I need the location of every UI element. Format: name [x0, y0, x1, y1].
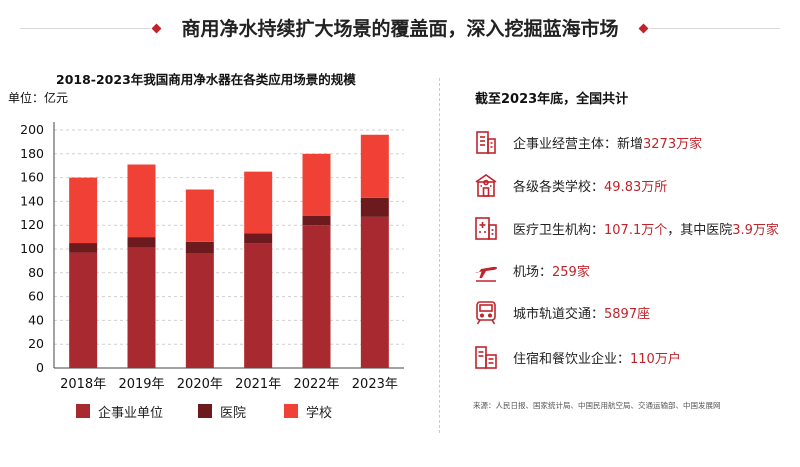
- legend-swatch-school: [284, 404, 298, 418]
- bar-segment: [185, 189, 214, 242]
- x-tick-label: 2022年: [293, 377, 339, 392]
- bar-segment: [302, 215, 331, 226]
- stat-value: 110万户: [630, 351, 681, 367]
- bar-segment: [127, 164, 156, 238]
- x-tick-label: 2020年: [177, 377, 223, 392]
- stat-enterprise: 企事业经营主体：新增 3273万家: [473, 127, 702, 157]
- y-tick-label: 0: [36, 360, 44, 375]
- stat-label-secondary: ，其中医院: [667, 222, 733, 238]
- legend-item-hospital: 医院: [198, 402, 247, 421]
- y-tick-label: 40: [28, 312, 44, 327]
- bar-segment: [69, 177, 98, 244]
- train-icon: [473, 299, 499, 325]
- y-tick-label: 20: [28, 336, 44, 351]
- building-icon: [473, 129, 499, 155]
- y-tick-label: 80: [28, 265, 44, 280]
- header-divider-right: [650, 28, 780, 29]
- bar-segment: [360, 134, 389, 198]
- bar-segment: [302, 225, 331, 368]
- x-tick-label: 2023年: [352, 377, 398, 392]
- legend-item-enterprise: 企事业单位: [76, 402, 164, 421]
- x-tick-label: 2021年: [235, 377, 281, 392]
- chart-title: 2018-2023年我国商用净水器在各类应用场景的规模: [56, 72, 356, 87]
- stacked-bar-chart: 0 20 40 60 80 100 120 140 160 180 200 2018年 2019年 202…: [20, 122, 404, 392]
- bar-segment: [69, 243, 98, 253]
- stat-hospitality: 住宿和餐饮业企业： 110万户: [473, 342, 681, 372]
- legend-swatch-enterprise: [76, 404, 90, 418]
- bar-segment: [127, 247, 156, 368]
- school-icon: [473, 172, 499, 198]
- stat-value: 5897座: [604, 306, 651, 322]
- stat-label: 企事业经营主体：新增: [513, 136, 644, 152]
- bar-segment: [360, 197, 389, 217]
- bar-segment: [244, 171, 273, 234]
- hospital-icon: [473, 215, 499, 241]
- legend-label-enterprise: 企事业单位: [98, 405, 164, 421]
- y-tick-label: 200: [20, 122, 44, 137]
- stat-label: 住宿和餐饮业企业：: [513, 351, 631, 367]
- bar-segment: [185, 241, 214, 254]
- hotel-icon: [473, 344, 499, 370]
- stat-value: 107.1万个: [604, 222, 668, 238]
- source-note: 来源：人民日报、国家统计局、中国民用航空局、交通运输部、中国发展网: [473, 401, 721, 410]
- y-tick-label: 140: [20, 193, 44, 208]
- stat-airport: 机场： 259家: [473, 255, 590, 285]
- x-tick-label: 2018年: [60, 377, 106, 392]
- stat-label: 各级各类学校：: [513, 179, 605, 195]
- stat-value: 3273万家: [643, 136, 703, 152]
- header-diamond-left: [151, 23, 162, 34]
- stat-label: 机场：: [513, 264, 553, 280]
- y-tick-label: 60: [28, 289, 44, 304]
- stat-label: 城市轨道交通：: [513, 306, 605, 322]
- legend-swatch-hospital: [198, 404, 212, 418]
- header-divider-left: [20, 28, 150, 29]
- stats-title: 截至2023年底，全国共计: [475, 92, 629, 107]
- bar-segment: [302, 153, 331, 216]
- stat-value: 49.83万所: [604, 179, 668, 195]
- y-tick-label: 100: [20, 241, 44, 256]
- stat-metro: 城市轨道交通： 5897座: [473, 297, 650, 327]
- stat-medical: 医疗卫生机构： 107.1万个 ，其中医院 3.9万家: [473, 213, 779, 243]
- legend-label-school: 学校: [306, 405, 333, 421]
- panel-divider: [439, 78, 440, 433]
- x-tick-label: 2019年: [118, 377, 164, 392]
- stat-value: 259家: [552, 264, 590, 280]
- bar-segment: [360, 216, 389, 368]
- y-tick-label: 160: [20, 170, 44, 185]
- y-axis-unit-label: 单位：亿元: [8, 91, 69, 105]
- y-tick-label: 120: [20, 217, 44, 232]
- bar-segment: [127, 237, 156, 248]
- stat-school: 各级各类学校： 49.83万所: [473, 170, 667, 200]
- legend-item-school: 学校: [284, 402, 333, 421]
- bar-segment: [69, 252, 98, 368]
- bar-segment: [244, 233, 273, 244]
- bar-segment: [244, 243, 273, 368]
- bar-segment: [185, 253, 214, 368]
- airplane-icon: [473, 257, 499, 283]
- stat-value-secondary: 3.9万家: [732, 222, 779, 238]
- page-title: 商用净水持续扩大场景的覆盖面，深入挖掘蓝海市场: [181, 18, 619, 40]
- legend-label-hospital: 医院: [220, 405, 247, 421]
- header: 商用净水持续扩大场景的覆盖面，深入挖掘蓝海市场: [0, 0, 800, 56]
- header-diamond-right: [638, 23, 649, 34]
- stat-label: 医疗卫生机构：: [513, 222, 605, 238]
- y-tick-label: 180: [20, 146, 44, 161]
